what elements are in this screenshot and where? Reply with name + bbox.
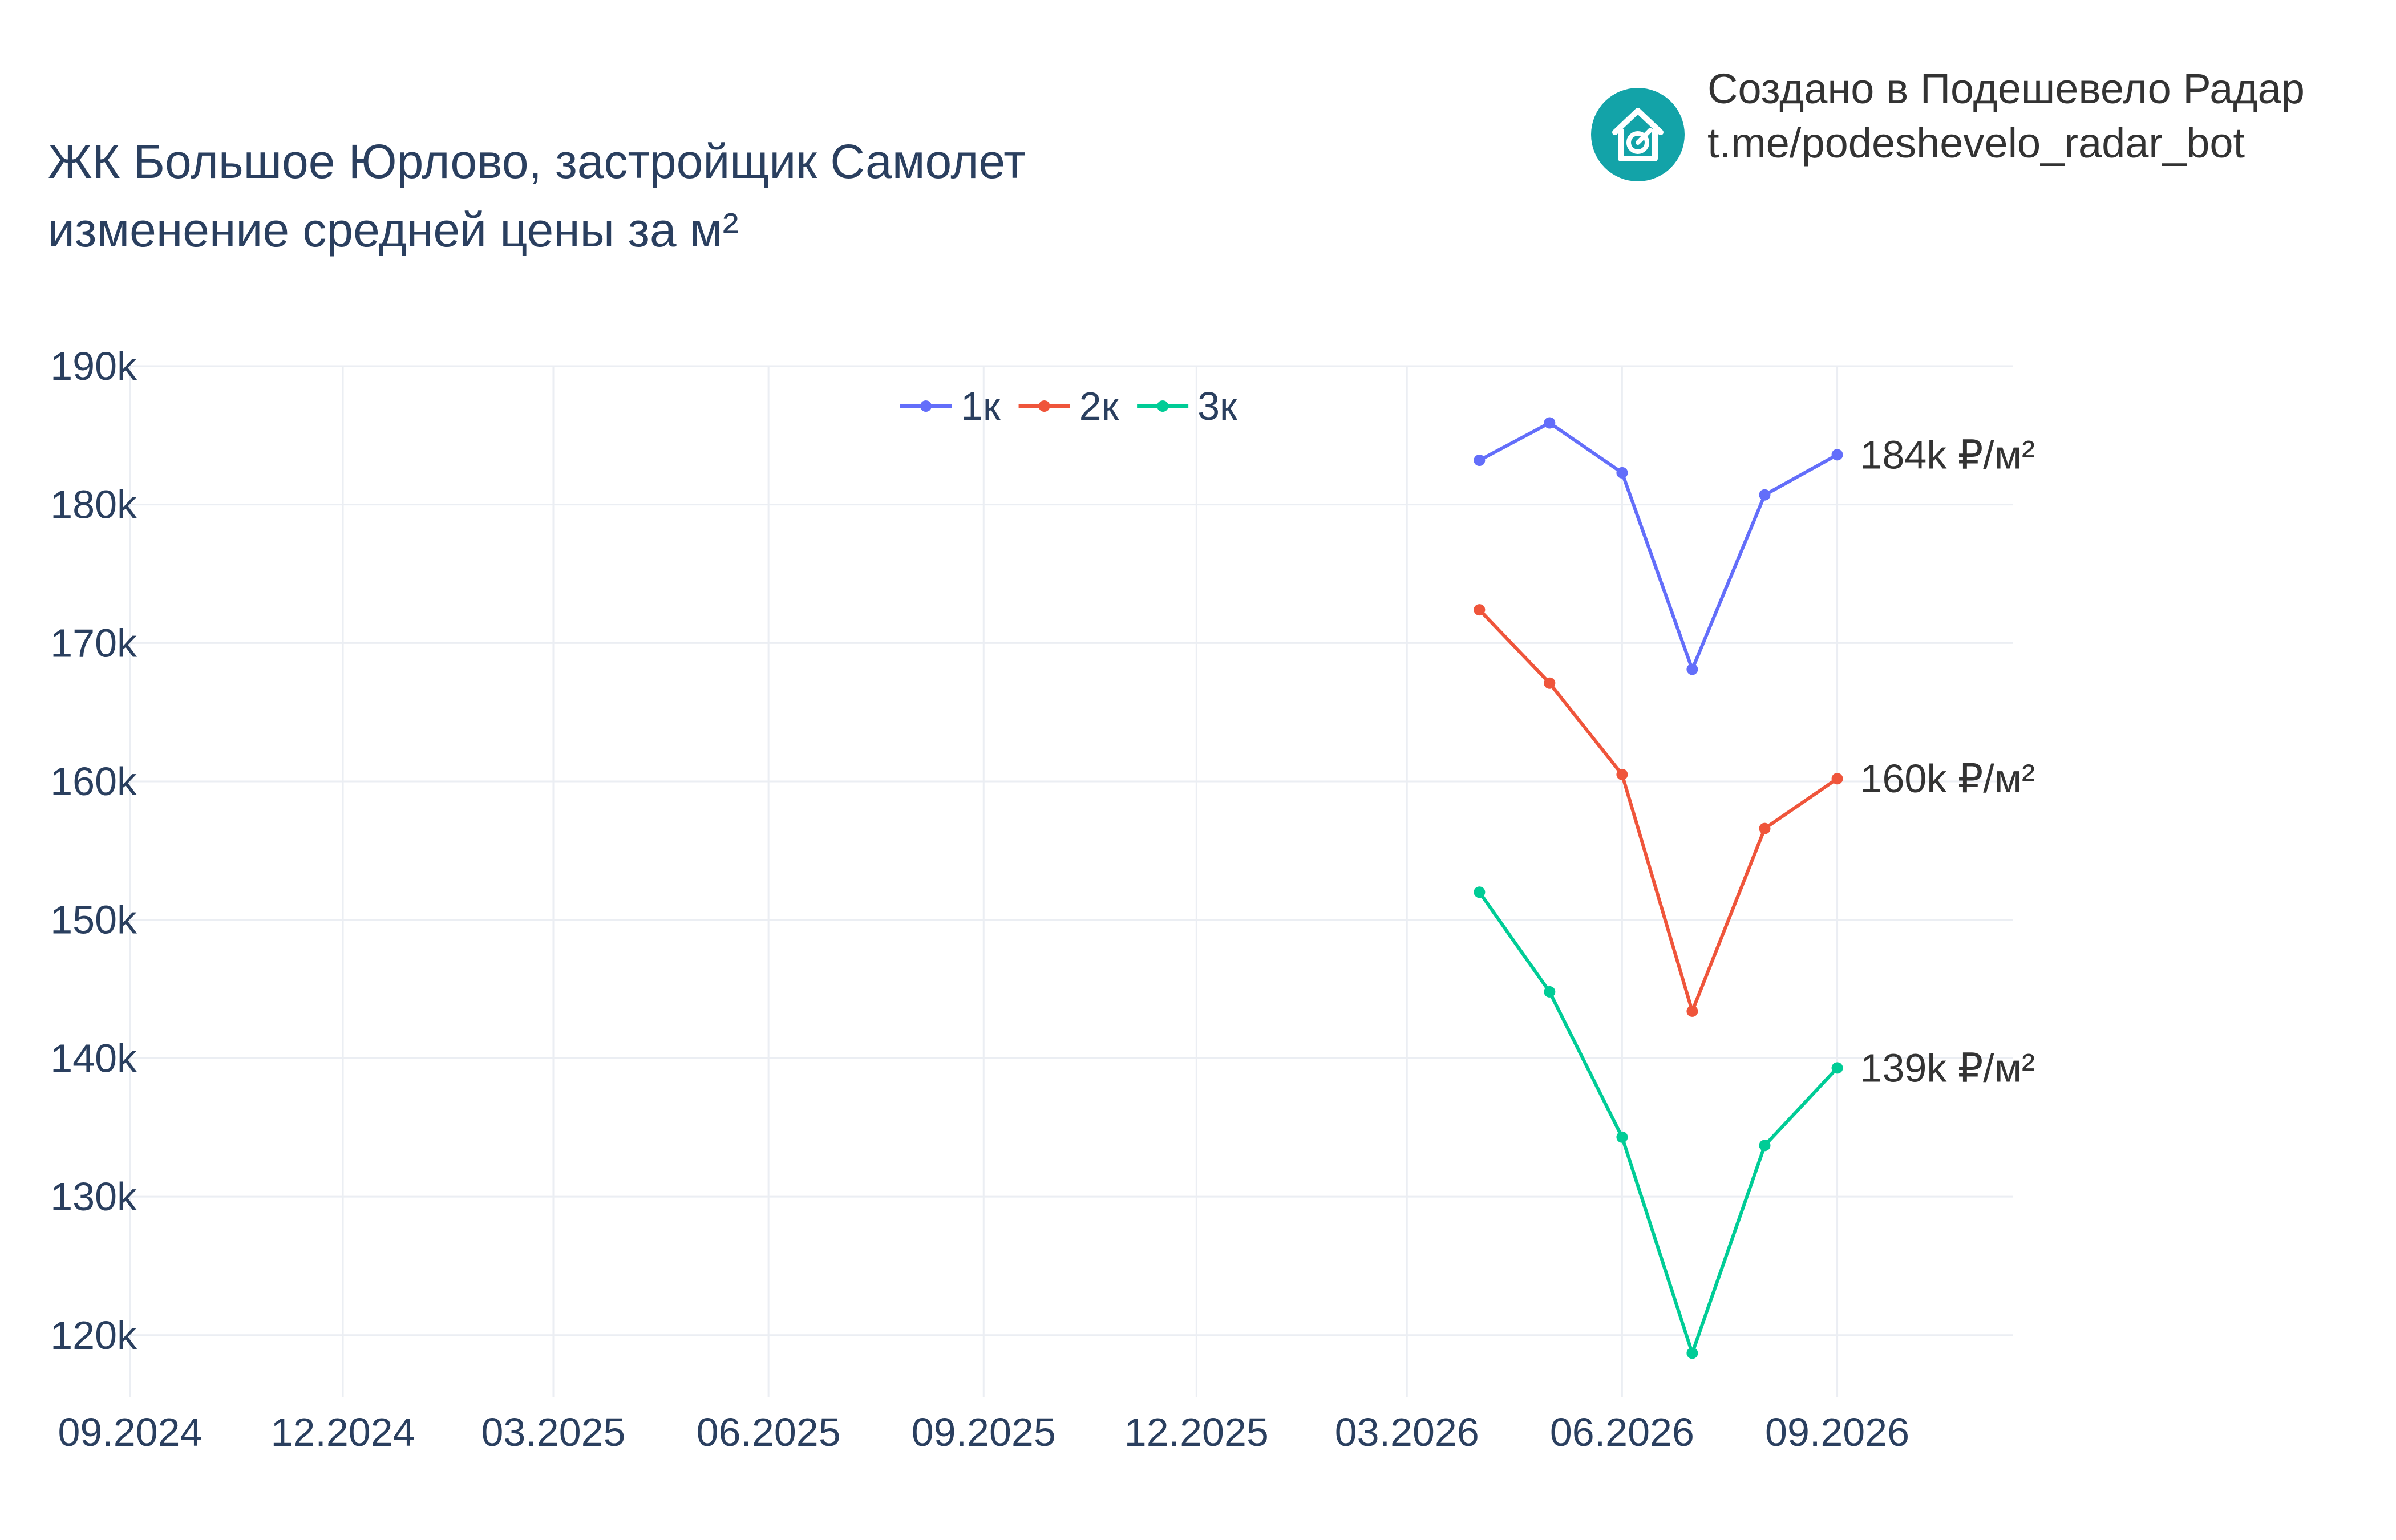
legend[interactable]: 1к 2к 3к	[900, 384, 1237, 428]
x-tick-label: 12.2024	[271, 1410, 415, 1454]
data-point[interactable]	[1686, 663, 1698, 675]
x-tick-label: 03.2025	[481, 1410, 625, 1454]
x-tick-label: 06.2026	[1550, 1410, 1694, 1454]
data-point[interactable]	[1474, 886, 1486, 898]
data-point[interactable]	[1544, 986, 1556, 998]
end-value-label: 160k ₽/м²	[1860, 756, 2035, 801]
series-2: 160k ₽/м²	[1474, 604, 2035, 1017]
series-line	[1478, 421, 1839, 671]
brand-link[interactable]: t.me/podeshevelo_radar_bot	[1707, 119, 2245, 167]
data-point[interactable]	[1759, 822, 1771, 834]
chart-title-line2: изменение средней цены за м²	[48, 203, 739, 257]
y-tick-label: 150k	[50, 898, 137, 942]
legend-label: 2к	[1079, 384, 1119, 428]
data-point[interactable]	[1544, 417, 1556, 429]
legend-item[interactable]: 2к	[1018, 384, 1119, 428]
data-point[interactable]	[1474, 604, 1486, 616]
chart-title-line1: ЖК Большое Юрлово, застройщик Самолет	[48, 135, 1026, 188]
brand-name: Создано в Подешевело Радар	[1707, 65, 2305, 112]
series-line	[1478, 609, 1839, 1013]
data-point[interactable]	[1759, 489, 1771, 501]
y-tick-label: 140k	[50, 1036, 137, 1080]
gridlines	[129, 365, 2013, 1397]
y-tick-label: 170k	[50, 621, 137, 665]
data-point[interactable]	[1831, 773, 1843, 785]
end-value-label: 184k ₽/м²	[1860, 432, 2035, 477]
legend-swatch-marker	[920, 400, 932, 412]
y-tick-label: 120k	[50, 1313, 137, 1357]
legend-item[interactable]: 3к	[1137, 384, 1237, 428]
data-point[interactable]	[1686, 1005, 1698, 1017]
end-value-label: 139k ₽/м²	[1860, 1045, 2035, 1090]
house-arrow-icon	[1591, 88, 1685, 181]
series-1: 184k ₽/м²	[1474, 417, 2035, 675]
x-tick-label: 06.2025	[697, 1410, 841, 1454]
legend-swatch-marker	[1157, 400, 1169, 412]
data-point[interactable]	[1616, 768, 1628, 780]
x-tick-label: 09.2024	[58, 1410, 202, 1454]
legend-swatch-marker	[1038, 400, 1050, 412]
x-tick-label: 12.2025	[1124, 1410, 1269, 1454]
data-point[interactable]	[1686, 1347, 1698, 1359]
legend-label: 3к	[1197, 384, 1237, 428]
x-axis-ticks: 09.2024 12.2024 03.2025 06.2025 09.2025 12.20…	[58, 1410, 1909, 1454]
data-point[interactable]	[1759, 1140, 1771, 1152]
series-line	[1478, 891, 1839, 1355]
y-tick-label: 190k	[50, 344, 137, 388]
y-tick-label: 130k	[50, 1174, 137, 1219]
data-point[interactable]	[1831, 449, 1843, 461]
x-tick-label: 09.2026	[1765, 1410, 1909, 1454]
data-point[interactable]	[1831, 1062, 1843, 1074]
data-point[interactable]	[1544, 677, 1556, 689]
series-group: 184k ₽/м² 160k ₽/м² 139k ₽/м²	[1474, 417, 2035, 1359]
data-point[interactable]	[1616, 1131, 1628, 1143]
data-point[interactable]	[1616, 467, 1628, 479]
brand-block[interactable]: Создано в Подешевело Радар t.me/podeshev…	[1591, 65, 2305, 181]
series-3: 139k ₽/м²	[1474, 886, 2035, 1359]
y-tick-label: 180k	[50, 483, 137, 527]
legend-item[interactable]: 1к	[900, 384, 1001, 428]
x-tick-label: 03.2026	[1335, 1410, 1479, 1454]
y-axis-ticks: 120k 130k 140k 150k 160k 170k 180k 190k	[50, 344, 137, 1357]
data-point[interactable]	[1474, 455, 1486, 467]
x-tick-label: 09.2025	[912, 1410, 1056, 1454]
legend-label: 1к	[961, 384, 1001, 428]
y-tick-label: 160k	[50, 759, 137, 804]
